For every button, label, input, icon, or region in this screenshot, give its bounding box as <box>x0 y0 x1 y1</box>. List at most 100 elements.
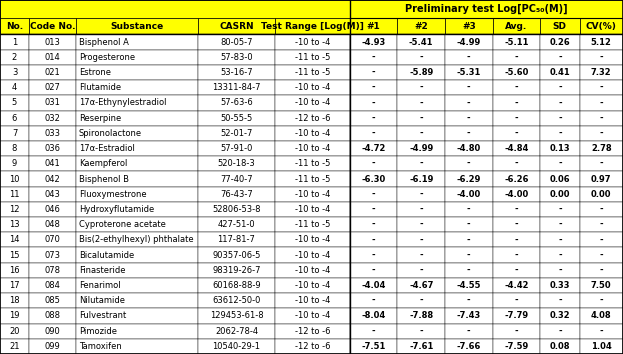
Text: -10 to -4: -10 to -4 <box>295 251 330 259</box>
Text: -10 to -4: -10 to -4 <box>295 144 330 153</box>
Bar <box>29 126 75 141</box>
Bar <box>579 171 623 187</box>
Text: -: - <box>515 327 518 336</box>
Text: 15: 15 <box>9 251 20 259</box>
Bar <box>275 34 350 50</box>
Bar <box>0 95 29 110</box>
Text: 10540-29-1: 10540-29-1 <box>212 342 260 351</box>
Bar <box>29 308 75 324</box>
Text: 046: 046 <box>44 205 60 214</box>
Text: 036: 036 <box>44 144 60 153</box>
Bar <box>579 263 623 278</box>
Text: 6: 6 <box>12 114 17 123</box>
Text: -: - <box>419 114 423 123</box>
Text: -6.29: -6.29 <box>457 175 481 183</box>
Bar <box>197 187 275 202</box>
Bar <box>397 217 445 232</box>
Bar <box>493 278 540 293</box>
Text: 2062-78-4: 2062-78-4 <box>215 327 258 336</box>
Text: 5.12: 5.12 <box>591 38 612 47</box>
Bar <box>579 110 623 126</box>
Bar <box>493 187 540 202</box>
Bar <box>493 65 540 80</box>
Bar <box>197 80 275 95</box>
Text: -10 to -4: -10 to -4 <box>295 83 330 92</box>
Text: -: - <box>372 68 376 77</box>
Text: -12 to -6: -12 to -6 <box>295 342 330 351</box>
Bar <box>75 278 197 293</box>
Bar <box>493 232 540 247</box>
Text: 4: 4 <box>12 83 17 92</box>
Text: 50-55-5: 50-55-5 <box>221 114 252 123</box>
Text: -11 to -5: -11 to -5 <box>295 53 330 62</box>
Text: -10 to -4: -10 to -4 <box>295 38 330 47</box>
Text: -: - <box>599 98 603 108</box>
Text: -7.43: -7.43 <box>457 312 481 320</box>
Bar <box>0 126 29 141</box>
Text: -7.66: -7.66 <box>457 342 481 351</box>
Bar <box>0 80 29 95</box>
Text: 10: 10 <box>9 175 20 183</box>
Bar <box>493 293 540 308</box>
Text: -: - <box>515 53 518 62</box>
Bar <box>445 217 493 232</box>
Bar <box>397 187 445 202</box>
Bar <box>397 18 445 34</box>
Bar <box>350 18 397 34</box>
Bar <box>75 293 197 308</box>
Text: -: - <box>467 114 470 123</box>
Text: 0.41: 0.41 <box>549 68 570 77</box>
Bar <box>197 65 275 80</box>
Text: -: - <box>467 220 470 229</box>
Text: 099: 099 <box>44 342 60 351</box>
Bar <box>0 263 29 278</box>
Bar <box>540 126 579 141</box>
Bar <box>0 141 29 156</box>
Bar <box>397 110 445 126</box>
Bar <box>29 18 75 34</box>
Text: -: - <box>599 220 603 229</box>
Text: 11: 11 <box>9 190 20 199</box>
Bar <box>540 156 579 171</box>
Text: -: - <box>372 266 376 275</box>
Bar <box>75 324 197 339</box>
Text: Bis(2-ethylhexyl) phthalate: Bis(2-ethylhexyl) phthalate <box>78 235 193 244</box>
Bar <box>197 263 275 278</box>
Text: CV(%): CV(%) <box>586 22 617 31</box>
Bar <box>493 156 540 171</box>
Text: #3: #3 <box>462 22 476 31</box>
Text: 027: 027 <box>44 83 60 92</box>
Text: Substance: Substance <box>110 22 163 31</box>
Text: 088: 088 <box>44 312 60 320</box>
Bar <box>0 187 29 202</box>
Bar <box>275 217 350 232</box>
Text: -: - <box>419 205 423 214</box>
Text: -: - <box>467 296 470 305</box>
Bar <box>397 156 445 171</box>
Text: -: - <box>599 205 603 214</box>
Text: -7.79: -7.79 <box>505 312 528 320</box>
Bar <box>445 308 493 324</box>
Bar <box>445 278 493 293</box>
Text: 0.97: 0.97 <box>591 175 612 183</box>
Text: 0.00: 0.00 <box>591 190 612 199</box>
Bar <box>29 95 75 110</box>
Bar <box>350 308 397 324</box>
Text: 073: 073 <box>44 251 60 259</box>
Text: -: - <box>467 159 470 168</box>
Text: -: - <box>467 251 470 259</box>
Bar <box>445 232 493 247</box>
Bar <box>0 50 29 65</box>
Text: Reserpine: Reserpine <box>78 114 121 123</box>
Text: 63612-50-0: 63612-50-0 <box>212 296 260 305</box>
Text: -12 to -6: -12 to -6 <box>295 327 330 336</box>
Bar <box>397 293 445 308</box>
Bar <box>540 50 579 65</box>
Bar <box>540 339 579 354</box>
Bar <box>493 324 540 339</box>
Bar <box>0 293 29 308</box>
Bar <box>579 95 623 110</box>
Text: -: - <box>515 220 518 229</box>
Text: -: - <box>419 235 423 244</box>
Bar <box>350 141 397 156</box>
